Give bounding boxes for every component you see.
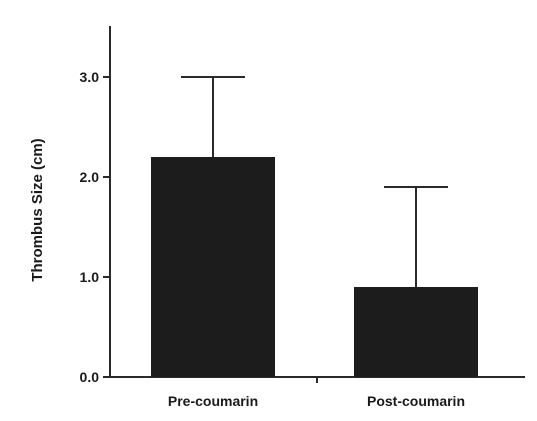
bar-post-coumarin: [354, 287, 478, 377]
x-axis-ticks: Pre-coumarin Post-coumarin: [168, 377, 465, 409]
x-tick-label: Pre-coumarin: [168, 393, 258, 409]
y-axis-title: Thrombus Size (cm): [29, 138, 46, 281]
error-bars: [181, 76, 448, 287]
y-tick-label: 3.0: [80, 69, 100, 85]
y-tick-label: 1.0: [80, 269, 100, 285]
y-axis-ticks: 0.0 1.0 2.0 3.0: [80, 69, 110, 385]
y-tick-label: 0.0: [80, 369, 100, 385]
bars: [151, 157, 478, 377]
y-tick-label: 2.0: [80, 169, 100, 185]
bar-pre-coumarin: [151, 157, 275, 377]
x-tick-label: Post-coumarin: [367, 393, 465, 409]
